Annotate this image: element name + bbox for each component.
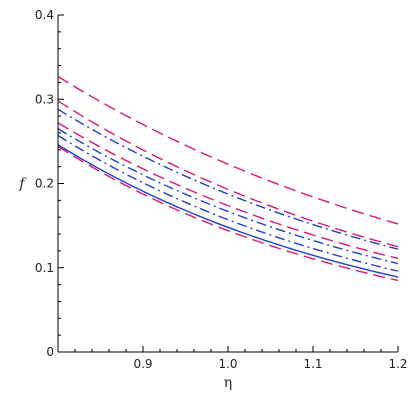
series-line-1 [57,75,399,225]
y-axis-label: f [18,176,27,192]
y-tick-label: 0.1 [35,261,54,275]
series-line-4 [57,122,399,260]
y-tick-label: 0.4 [35,8,54,22]
series-line-3 [57,108,399,250]
y-tick-label: 0.2 [35,177,54,191]
y-tick-label: 0 [46,345,54,359]
x-axis-label: η [224,375,232,391]
x-tick-label: 1.0 [218,357,237,371]
x-tick-label: 1.2 [388,357,407,371]
series-line-7 [57,144,399,278]
y-tick-label: 0.3 [35,92,54,106]
series-line-8 [57,145,399,282]
series-line-2 [57,100,399,248]
series-line-5 [57,128,399,265]
series-line-6 [57,134,399,272]
x-tick-label: 1.1 [303,357,322,371]
x-tick-label: 0.9 [133,357,152,371]
